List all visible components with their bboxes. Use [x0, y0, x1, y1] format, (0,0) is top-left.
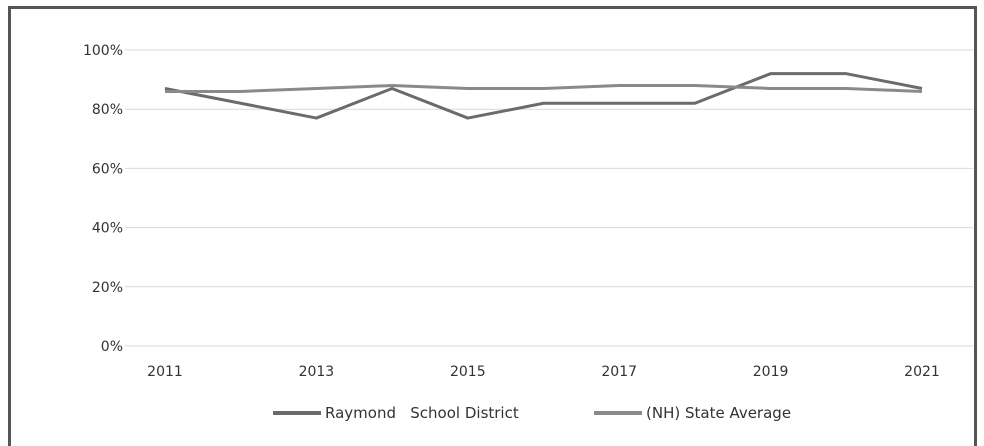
series-line-2	[165, 84, 923, 93]
x-tick-label: 2017	[601, 364, 637, 380]
x-axis-ticks: 2011 2013 2015 2017 2019 2021	[147, 364, 940, 380]
y-axis-ticks: 0% 20% 40% 60% 80% 100%	[83, 43, 123, 355]
series-lines	[164, 72, 923, 120]
x-tick-label: 2019	[753, 364, 789, 380]
y-tick-label: 20%	[92, 280, 123, 296]
chart-frame: 0% 20% 40% 60% 80% 100% 2011 2013 2015 2017 2019 2…	[8, 6, 977, 446]
x-tick-label: 2021	[904, 364, 940, 380]
legend-label-series-2: (NH) State Average	[646, 404, 791, 422]
y-tick-label: 0%	[101, 339, 123, 355]
y-tick-label: 60%	[92, 161, 123, 177]
series-line-1	[164, 72, 923, 120]
x-tick-label: 2013	[299, 364, 335, 380]
gridlines	[125, 49, 973, 347]
y-tick-label: 40%	[92, 221, 123, 237]
x-tick-label: 2015	[450, 364, 486, 380]
line-chart: 0%20%40%60%80%100% 2011 2013 2015 2017 2019 2…	[83, 43, 973, 422]
y-tick-label: 100%	[83, 43, 123, 59]
x-tick-label: 2011	[147, 364, 183, 380]
y-tick-label: 80%	[92, 102, 123, 118]
legend: Raymond School District (NH) State Avera…	[273, 404, 791, 422]
legend-label-series-1: Raymond School District	[325, 404, 519, 422]
